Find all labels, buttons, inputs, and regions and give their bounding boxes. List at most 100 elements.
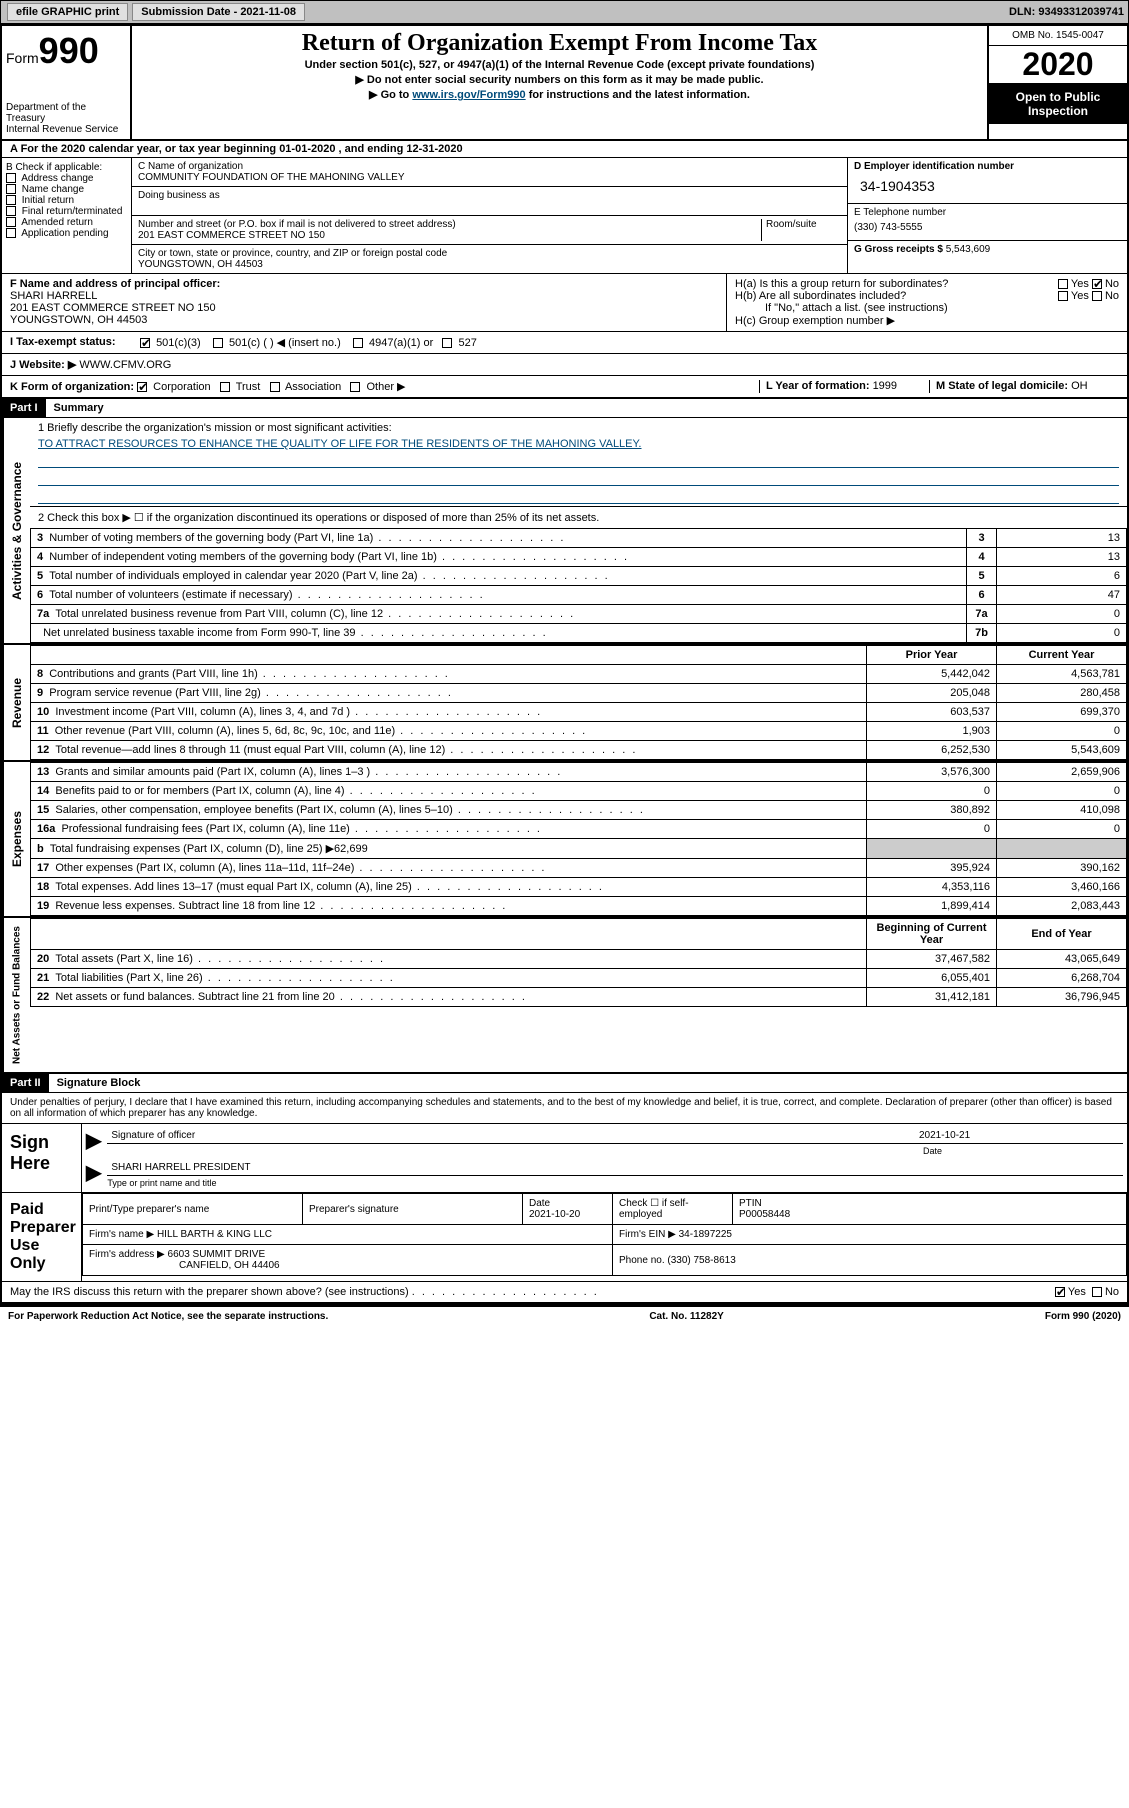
table-row: 6 Total number of volunteers (estimate i… [31, 586, 1127, 605]
opt-527: 527 [458, 337, 476, 349]
h-c-label: H(c) Group exemption number ▶ [735, 314, 1119, 327]
assoc-checkbox[interactable] [270, 382, 280, 392]
table-row: b Total fundraising expenses (Part IX, c… [31, 839, 1127, 859]
table-row-label: 22 Net assets or fund balances. Subtract… [31, 988, 867, 1007]
discuss-yes-checkbox[interactable] [1055, 1287, 1065, 1297]
box-b-checkbox[interactable] [6, 184, 16, 194]
city-label: City or town, state or province, country… [138, 248, 841, 259]
prior-value: 31,412,181 [867, 988, 997, 1007]
form-id-box: Form990 Department of the Treasury Inter… [2, 26, 132, 139]
firm-name-label: Firm's name ▶ [89, 1229, 157, 1240]
form-number: 990 [39, 30, 99, 71]
box-b-checkbox[interactable] [6, 195, 16, 205]
hdr-blank [31, 919, 867, 950]
firm-ein-label: Firm's EIN ▶ [619, 1229, 679, 1240]
4947-checkbox[interactable] [353, 338, 363, 348]
table-row-label: Net unrelated business taxable income fr… [31, 624, 967, 643]
activities-table: 3 Number of voting members of the govern… [30, 528, 1127, 643]
form-subtitle-2: ▶ Do not enter social security numbers o… [136, 73, 983, 86]
line-value: 13 [997, 548, 1127, 567]
box-b-checkbox[interactable] [6, 217, 16, 227]
col-hdr-curr: End of Year [997, 919, 1127, 950]
current-value: 4,563,781 [997, 665, 1127, 684]
row-i-tax-status: I Tax-exempt status: 501(c)(3) 501(c) ( … [2, 332, 1127, 354]
corp-checkbox[interactable] [137, 382, 147, 392]
ha-yes-checkbox[interactable] [1058, 279, 1068, 289]
box-f-label: F Name and address of principal officer: [10, 278, 220, 290]
table-row: 3 Number of voting members of the govern… [31, 529, 1127, 548]
table-row-label: 20 Total assets (Part X, line 16) [31, 950, 867, 969]
line-value: 6 [997, 567, 1127, 586]
opt-4947: 4947(a)(1) or [369, 337, 433, 349]
tax-year: 2020 [989, 46, 1127, 84]
line-value: 47 [997, 586, 1127, 605]
discuss-no-checkbox[interactable] [1092, 1287, 1102, 1297]
q2-label: 2 Check this box ▶ ☐ if the organization… [30, 506, 1127, 528]
box-f-officer: F Name and address of principal officer:… [2, 274, 727, 331]
row-m-label: M State of legal domicile: [936, 380, 1071, 392]
efile-button[interactable]: efile GRAPHIC print [7, 3, 128, 21]
other-checkbox[interactable] [350, 382, 360, 392]
revenue-label: Revenue [2, 645, 30, 760]
hb-yes-checkbox[interactable] [1058, 291, 1068, 301]
table-row: 21 Total liabilities (Part X, line 26)6,… [31, 969, 1127, 988]
self-employed-check: Check ☐ if self-employed [613, 1194, 733, 1225]
box-b-checkbox[interactable] [6, 206, 16, 216]
table-row: 12 Total revenue—add lines 8 through 11 … [31, 741, 1127, 760]
state-domicile: OH [1071, 380, 1088, 392]
table-row: 9 Program service revenue (Part VIII, li… [31, 684, 1127, 703]
year-box: OMB No. 1545-0047 2020 Open to Public In… [987, 26, 1127, 139]
omb-number: OMB No. 1545-0047 [989, 26, 1127, 46]
part-2-title: Signature Block [49, 1074, 149, 1092]
table-row-label: 18 Total expenses. Add lines 13–17 (must… [31, 878, 867, 897]
part-1-title: Summary [46, 399, 112, 417]
box-b-item: Address change [6, 173, 127, 184]
table-row-label: b Total fundraising expenses (Part IX, c… [31, 839, 867, 859]
table-row: Net unrelated business taxable income fr… [31, 624, 1127, 643]
hb-no-checkbox[interactable] [1092, 291, 1102, 301]
discuss-label: May the IRS discuss this return with the… [10, 1286, 409, 1298]
row-a-text: A For the 2020 calendar year, or tax yea… [10, 143, 463, 155]
dln-label: DLN: 93493312039741 [1009, 6, 1124, 18]
box-d-label: D Employer identification number [854, 161, 1121, 172]
mission-line [38, 488, 1119, 504]
opt-trust: Trust [236, 381, 261, 393]
current-value [997, 839, 1127, 859]
form-title: Return of Organization Exempt From Incom… [136, 30, 983, 57]
box-b-checkbox[interactable] [6, 173, 16, 183]
prior-value: 5,442,042 [867, 665, 997, 684]
501c3-checkbox[interactable] [140, 338, 150, 348]
org-name: COMMUNITY FOUNDATION OF THE MAHONING VAL… [138, 172, 841, 183]
prior-value [867, 839, 997, 859]
prior-value: 380,892 [867, 801, 997, 820]
table-row: 10 Investment income (Part VIII, column … [31, 703, 1127, 722]
mission-line [38, 470, 1119, 486]
current-value: 699,370 [997, 703, 1127, 722]
prior-value: 6,252,530 [867, 741, 997, 760]
prep-date-label: Date [529, 1198, 550, 1209]
table-row-label: 11 Other revenue (Part VIII, column (A),… [31, 722, 867, 741]
irs-link[interactable]: www.irs.gov/Form990 [412, 89, 525, 101]
current-value: 0 [997, 820, 1127, 839]
table-row: 14 Benefits paid to or for members (Part… [31, 782, 1127, 801]
prior-value: 1,899,414 [867, 897, 997, 916]
part-2-header: Part II [2, 1074, 49, 1092]
current-value: 43,065,649 [997, 950, 1127, 969]
activities-governance-label: Activities & Governance [2, 418, 30, 643]
mission-text: TO ATTRACT RESOURCES TO ENHANCE THE QUAL… [30, 438, 1127, 450]
box-b-checkbox[interactable] [6, 228, 16, 238]
ha-no-checkbox[interactable] [1092, 279, 1102, 289]
col-hdr-curr: Current Year [997, 646, 1127, 665]
table-row-label: 10 Investment income (Part VIII, column … [31, 703, 867, 722]
501c-checkbox[interactable] [213, 338, 223, 348]
current-value: 410,098 [997, 801, 1127, 820]
ein-value: 34-1904353 [854, 172, 1121, 200]
paid-preparer-label: Paid Preparer Use Only [2, 1193, 82, 1281]
submission-date-button[interactable]: Submission Date - 2021-11-08 [132, 3, 305, 21]
527-checkbox[interactable] [442, 338, 452, 348]
website-value: WWW.CFMV.ORG [79, 359, 171, 371]
mission-line [38, 452, 1119, 468]
org-address: 201 EAST COMMERCE STREET NO 150 [138, 230, 761, 241]
trust-checkbox[interactable] [220, 382, 230, 392]
line-num: 6 [967, 586, 997, 605]
